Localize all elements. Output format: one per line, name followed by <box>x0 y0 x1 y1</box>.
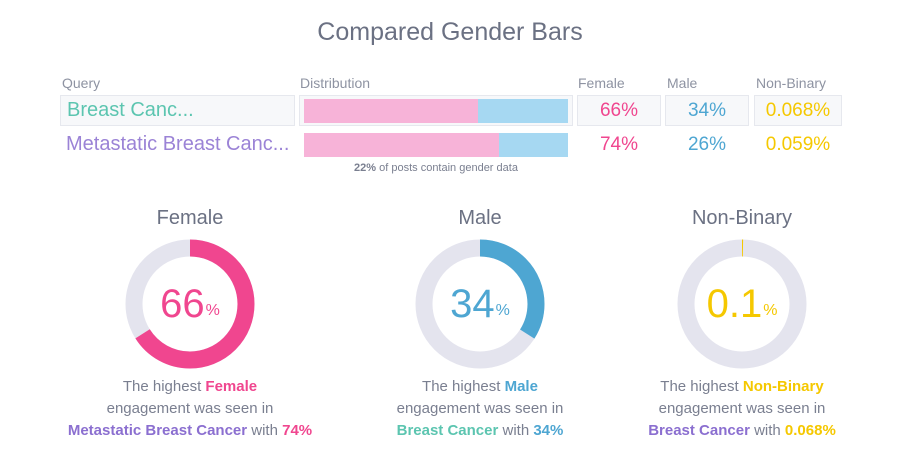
desc-text: The highest <box>422 378 505 395</box>
header-query: Query <box>62 75 101 91</box>
desc-gender: Male <box>504 378 538 395</box>
desc-text: with <box>247 422 283 439</box>
header-female: Female <box>578 75 625 91</box>
donut-svg <box>125 239 255 369</box>
desc-gender: Female <box>205 378 258 395</box>
gauge-description: The highest Non-Binary engagement was se… <box>602 376 882 442</box>
nonbinary-value: 0.068% <box>754 95 842 126</box>
desc-percent: 74% <box>282 422 313 439</box>
bar-male <box>499 133 568 157</box>
female-value: 66% <box>577 95 661 126</box>
desc-percent: 0.068% <box>784 422 836 439</box>
desc-text: with <box>498 422 534 439</box>
header-nonbinary: Non-Binary <box>756 75 827 91</box>
donut-chart: 0.1% <box>677 239 807 369</box>
query-name[interactable]: Metastatic Breast Canc... <box>66 133 290 155</box>
value-unit: % <box>495 302 510 319</box>
value-number: 34 <box>450 281 495 326</box>
desc-gender: Non-Binary <box>742 378 824 395</box>
desc-percent: 34% <box>533 422 564 439</box>
value-unit: % <box>205 302 220 319</box>
desc-query: Breast Cancer <box>648 422 750 439</box>
donut-fill <box>677 239 807 369</box>
note-text: of posts contain gender data <box>376 162 518 174</box>
bar-female <box>304 133 500 157</box>
desc-text: with <box>749 422 785 439</box>
donut-value: 0.1% <box>677 239 807 369</box>
donut-svg <box>415 239 545 369</box>
male-value: 26% <box>687 133 727 155</box>
desc-text: engagement was seen in <box>658 400 826 417</box>
donut-svg <box>677 239 807 369</box>
bar-male <box>478 99 568 123</box>
header-male: Male <box>667 75 698 91</box>
donut-fill <box>125 239 255 369</box>
distribution-bar <box>304 133 568 157</box>
desc-text: engagement was seen in <box>396 400 564 417</box>
donut-value: 66% <box>125 239 255 369</box>
gauge-title: Female <box>156 207 224 229</box>
distribution-bar <box>304 99 568 123</box>
header-distribution: Distribution <box>300 75 371 91</box>
desc-text: engagement was seen in <box>106 400 274 417</box>
value-unit: % <box>763 302 778 319</box>
desc-query: Breast Cancer <box>396 422 499 439</box>
male-value: 34% <box>665 95 749 126</box>
desc-query: Metastatic Breast Cancer <box>67 422 248 439</box>
female-value: 74% <box>599 133 639 155</box>
note-percent: 22% <box>354 162 377 174</box>
nonbinary-value: 0.059% <box>765 133 831 155</box>
bar-female <box>304 99 479 123</box>
value-number: 0.1 <box>706 281 763 326</box>
donut-value: 34% <box>415 239 545 369</box>
desc-text: The highest <box>122 378 206 395</box>
gauge-description: The highest Male engagement was seen in … <box>340 376 620 442</box>
donut-chart: 34% <box>415 239 545 369</box>
desc-text: The highest <box>660 378 743 395</box>
gauge-title: Non-Binary <box>691 207 793 229</box>
value-number: 66 <box>160 281 205 326</box>
donut-fill <box>415 239 545 369</box>
gauge-description: The highest Female engagement was seen i… <box>50 376 330 442</box>
gender-data-note: 22% of posts contain gender data <box>300 162 572 174</box>
gauge-title: Male <box>458 207 502 229</box>
donut-chart: 66% <box>125 239 255 369</box>
page-title: Compared Gender Bars <box>317 18 583 46</box>
query-name[interactable]: Breast Canc... <box>60 95 295 126</box>
